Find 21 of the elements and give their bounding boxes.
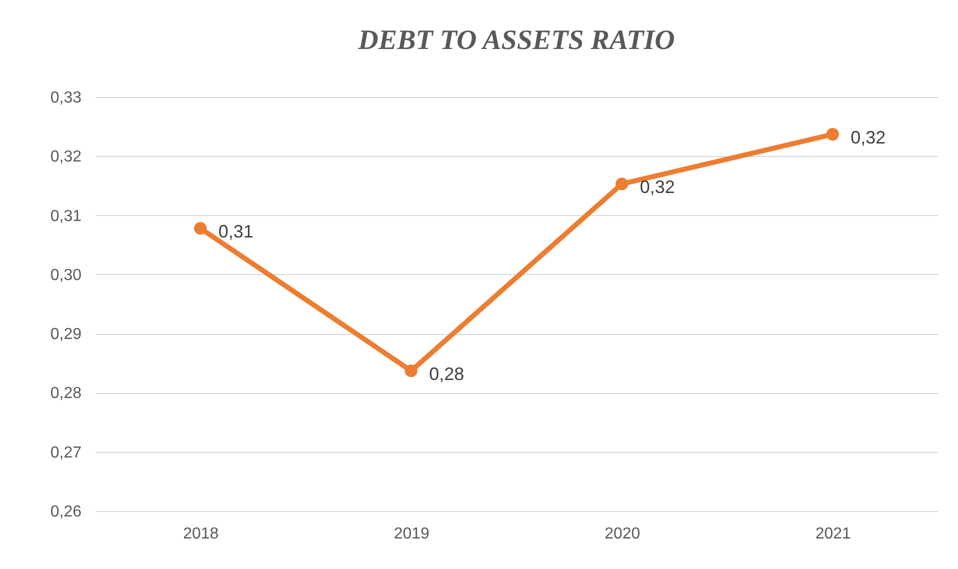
data-label: 0,32: [640, 176, 675, 197]
data-label: 0,28: [429, 364, 464, 384]
y-tick-label: 0,32: [50, 148, 82, 166]
y-tick-label: 0,26: [50, 504, 82, 520]
point: [826, 128, 839, 141]
point: [194, 222, 207, 235]
chart-title: DEBT TO ASSETS RATIO: [357, 25, 675, 56]
data-label: 0,31: [218, 221, 254, 242]
y-tick-label: 0,33: [50, 90, 82, 106]
x-tick-label: 2019: [394, 526, 430, 542]
point: [404, 364, 418, 378]
y-tick-label: 0,27: [50, 444, 82, 462]
x-tick-label: 2020: [604, 526, 640, 542]
y-tick-label: 0,30: [50, 266, 82, 284]
x-tick-label: 2021: [815, 526, 852, 542]
x-tick-label: 2018: [183, 526, 219, 542]
y-tick-label: 0,29: [50, 326, 82, 344]
point: [616, 178, 628, 190]
y-tick-label: 0,31: [50, 208, 82, 225]
data-label: 0,32: [850, 127, 886, 148]
y-tick-label: 0,28: [50, 385, 82, 402]
